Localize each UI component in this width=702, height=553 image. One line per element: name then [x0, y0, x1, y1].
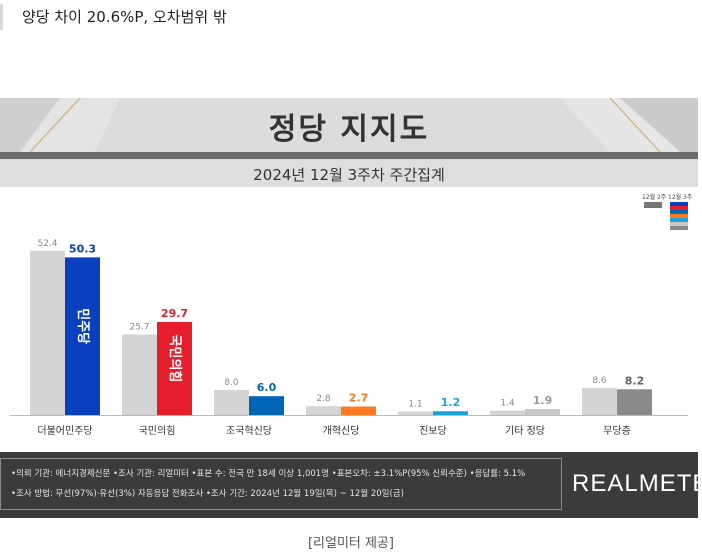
chart-subtitle: 2024년 12월 3주차 주간집계	[253, 166, 445, 184]
data-label-previous-4: 1.1	[408, 400, 422, 410]
category-label-3: 개혁신당	[323, 425, 360, 437]
bar-current-4	[433, 411, 468, 415]
category-label-5: 기타 정당	[505, 425, 545, 437]
data-label-previous-1: 25.7	[129, 322, 149, 332]
bar-previous-6	[582, 388, 617, 415]
data-label-previous-3: 2.8	[316, 394, 331, 404]
survey-note-line-1: •의뢰 기관: 에너지경제신문 •조사 기관: 리얼미터 •표본 수: 전국 만…	[11, 469, 526, 479]
title-decoration	[0, 98, 698, 152]
image-caption: [리얼미터 제공]	[307, 536, 395, 551]
category-label-0: 더불어민주당	[37, 425, 92, 437]
data-label-previous-2: 8.0	[224, 378, 239, 388]
bar-previous-4	[398, 411, 433, 415]
data-label-current-1: 29.7	[161, 307, 188, 320]
data-label-current-3: 2.7	[349, 392, 369, 405]
plot-area: 52.4 50.3 민주당 더불어민주당 25.7 29.7 국민의힘 국민의힘 8.0 6.0 조…	[0, 187, 698, 452]
category-label-4: 진보당	[419, 425, 447, 437]
headline: 양당 차이 20.6%P, 오차범위 밖	[22, 8, 227, 26]
brand-logo: REALMETER	[572, 470, 698, 497]
data-label-current-4: 1.2	[441, 396, 461, 409]
legend-label-previous: 12월 2주	[642, 194, 667, 201]
bar-previous-0	[30, 250, 65, 415]
category-label-6: 무당층	[603, 425, 631, 437]
bar-current-5	[525, 409, 560, 415]
survey-note-line-2: •조사 방법: 무선(97%)·유선(3%) 자동응답 전화조사 •조사 기간:…	[11, 489, 404, 499]
data-label-current-0: 50.3	[69, 242, 96, 255]
headline-accent	[0, 4, 3, 30]
data-label-current-5: 1.9	[533, 394, 553, 407]
legend: 12월 2주 12월 3주	[638, 192, 694, 238]
bar-previous-2	[214, 389, 249, 415]
legend-swatch-previous	[644, 202, 662, 208]
party-mark-1: 국민의힘	[167, 335, 183, 383]
title-band: 정당 지지도	[0, 98, 698, 152]
data-label-previous-6: 8.6	[592, 376, 607, 386]
chart-title: 정당 지지도	[268, 112, 430, 147]
bar-previous-5	[490, 410, 525, 415]
bar-current-1	[157, 321, 192, 415]
data-label-previous-5: 1.4	[500, 399, 515, 409]
bar-current-2	[249, 396, 284, 415]
bar-current-0	[65, 257, 100, 415]
category-label-2: 조국혁신당	[226, 425, 272, 437]
bar-current-6	[617, 389, 652, 415]
survey-note: •의뢰 기관: 에너지경제신문 •조사 기관: 리얼미터 •표본 수: 전국 만…	[0, 458, 562, 510]
divider-strip	[0, 152, 698, 159]
data-label-previous-0: 52.4	[37, 239, 57, 249]
legend-label-current: 12월 3주	[668, 194, 693, 201]
footer: •의뢰 기관: 에너지경제신문 •조사 기관: 리얼미터 •표본 수: 전국 만…	[0, 452, 698, 518]
legend-swatch-current	[670, 202, 688, 230]
data-label-current-2: 6.0	[257, 381, 277, 394]
bar-current-3	[341, 406, 376, 415]
subtitle-band	[0, 159, 698, 187]
party-mark-0: 민주당	[75, 308, 91, 344]
data-label-current-6: 8.2	[625, 374, 645, 387]
category-label-1: 국민의힘	[139, 425, 176, 437]
bar-previous-1	[122, 334, 157, 415]
bar-previous-3	[306, 406, 341, 415]
